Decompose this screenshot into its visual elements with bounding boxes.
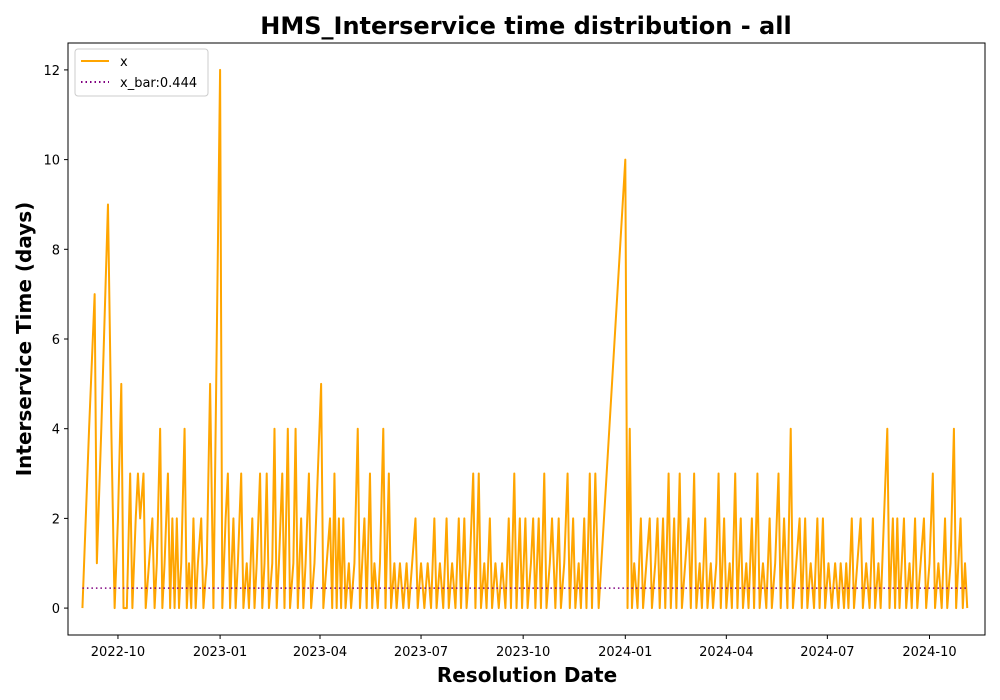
- y-tick-label: 6: [52, 333, 60, 348]
- y-tick-label: 0: [52, 602, 60, 617]
- series-line-x: [81, 68, 969, 610]
- legend: x x_bar:0.444: [74, 48, 209, 97]
- x-tick-label: 2023-07: [394, 645, 448, 660]
- x-tick-label: 2024-07: [800, 645, 854, 660]
- x-tick-label: 2024-04: [699, 645, 753, 660]
- x-tick-label: 2023-01: [193, 645, 247, 660]
- legend-label-x-bar: x_bar:0.444: [120, 76, 197, 91]
- y-tick-label: 2: [52, 512, 60, 527]
- x-tick-label: 2022-10: [91, 645, 145, 660]
- x-tick-label: 2023-10: [496, 645, 550, 660]
- x-tick-label: 2024-10: [902, 645, 956, 660]
- x-tick-label: 2024-01: [598, 645, 652, 660]
- y-tick-label: 12: [43, 64, 60, 79]
- plot-frame: [67, 42, 986, 636]
- y-tick-label: 8: [52, 243, 60, 258]
- x-axis-label: Resolution Date: [437, 663, 617, 687]
- y-axis-label: Interservice Time (days): [12, 202, 36, 477]
- x-axis-ticks: 2022-10 2023-01 2023-04 2023-07 2023-10 2024-…: [91, 635, 957, 660]
- y-axis-ticks: 0 2 4 6 8 10 12: [43, 64, 68, 617]
- legend-label-x: x: [120, 55, 128, 70]
- x-tick-label: 2023-04: [293, 645, 347, 660]
- y-tick-label: 10: [43, 154, 60, 169]
- y-tick-label: 4: [52, 423, 60, 438]
- chart-title: HMS_Interservice time distribution - all: [260, 12, 791, 40]
- series-layer: [81, 68, 969, 610]
